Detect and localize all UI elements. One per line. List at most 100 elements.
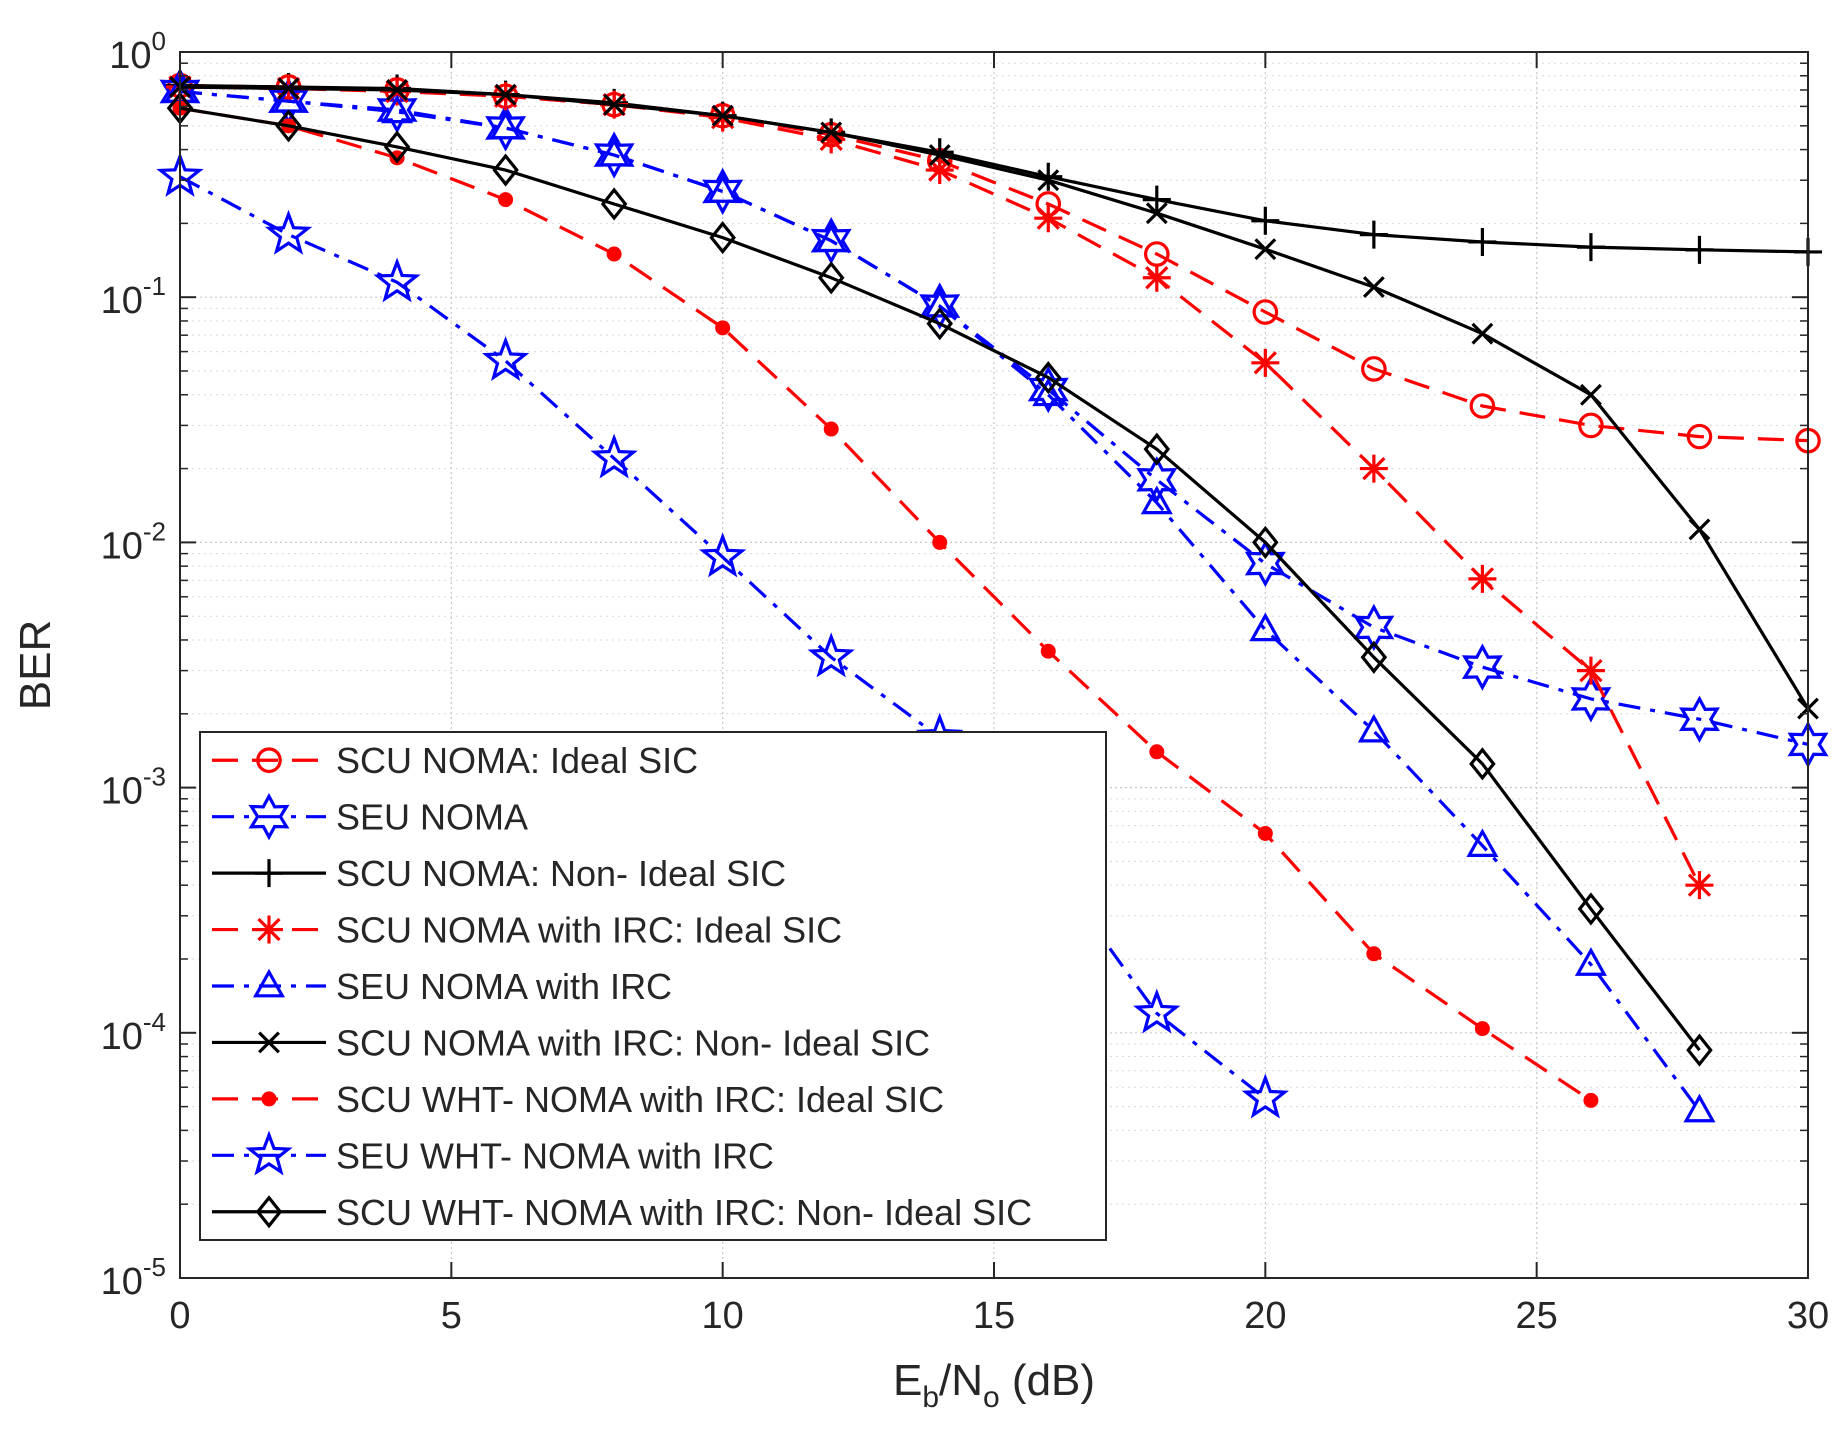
marker-hexagram: [248, 793, 290, 841]
marker-dot: [1366, 946, 1382, 962]
marker-diamond: [817, 261, 845, 295]
marker-plus: [1468, 227, 1497, 256]
x-tick-label: 10: [702, 1295, 744, 1337]
series-line: [179, 89, 1809, 746]
marker-x: [1688, 518, 1711, 541]
marker-dot: [1474, 1021, 1490, 1037]
marker-x: [1579, 383, 1602, 406]
marker-diamond: [1577, 892, 1605, 926]
marker-asterisk: [925, 156, 954, 185]
series-layer: [156, 67, 1829, 1123]
marker-hexagram: [1678, 695, 1720, 743]
x-tick-label: 15: [973, 1295, 1015, 1337]
marker-diamond: [1252, 525, 1279, 559]
marker-pentagram: [699, 532, 747, 578]
marker-hexagram: [810, 217, 852, 265]
legend-item: SEU NOMA with IRC: [212, 966, 672, 1007]
marker-diamond: [709, 221, 736, 255]
marker-x: [1471, 322, 1494, 345]
marker-hexagram: [1570, 675, 1612, 723]
marker-pentagram: [245, 1130, 293, 1176]
marker-x: [711, 104, 734, 127]
marker-diamond: [600, 187, 628, 221]
marker-pentagram: [807, 632, 855, 678]
marker-hexagram: [702, 167, 744, 216]
legend-label: SCU NOMA with IRC: Ideal SIC: [336, 910, 842, 951]
marker-x: [820, 121, 843, 144]
marker-hexagram: [485, 104, 527, 152]
series-line: [179, 106, 1592, 1102]
legend: SCU NOMA: Ideal SIC SEU NOMA SCU NOMA: Non…: [199, 731, 1107, 1241]
marker-dot: [261, 1091, 277, 1107]
marker-asterisk: [1359, 454, 1388, 483]
marker-pentagram: [1133, 988, 1181, 1034]
marker-pentagram: [1241, 1073, 1289, 1119]
marker-asterisk: [817, 125, 846, 154]
marker-diamond: [1469, 747, 1496, 781]
series-line: [179, 89, 1701, 1112]
marker-asterisk: [1251, 348, 1280, 377]
marker-circle: [1252, 299, 1279, 325]
marker-pentagram: [264, 209, 313, 255]
marker-plus: [1685, 235, 1714, 264]
series-9: [166, 91, 1713, 1067]
marker-triangle: [1249, 612, 1282, 642]
marker-diamond: [1035, 361, 1062, 395]
x-tick-label: 25: [1516, 1295, 1558, 1337]
marker-dot: [1040, 643, 1056, 659]
marker-plus: [255, 859, 283, 888]
legend-item: SCU NOMA with IRC: Ideal SIC: [212, 910, 842, 951]
marker-x: [1145, 202, 1168, 225]
legend-label: SCU WHT- NOMA with IRC: Ideal SIC: [336, 1079, 944, 1120]
marker-x: [603, 93, 626, 116]
marker-hexagram: [593, 131, 635, 179]
marker-dot: [606, 246, 622, 262]
x-tick-label: 5: [441, 1295, 462, 1337]
y-tick-exponent: -4: [143, 1007, 166, 1037]
legend-box: [199, 731, 1107, 1241]
marker-triangle: [489, 110, 522, 140]
marker-circle: [256, 747, 282, 774]
marker-x: [1037, 169, 1060, 192]
marker-pentagram: [481, 335, 530, 381]
series-line: [179, 106, 1701, 1052]
marker-pentagram: [590, 433, 638, 479]
marker-asterisk: [1468, 564, 1497, 593]
x-axis-label-sub: b: [922, 1381, 939, 1414]
marker-diamond: [492, 153, 519, 187]
marker-hexagram: [1027, 365, 1069, 414]
x-axis-label-mid: /N: [939, 1356, 983, 1405]
marker-dot: [1149, 744, 1165, 760]
marker-circle: [1469, 393, 1496, 419]
marker-triangle: [1140, 485, 1173, 515]
marker-diamond: [1360, 640, 1388, 674]
marker-triangle: [706, 174, 739, 203]
y-tick-exponent: -1: [143, 271, 166, 301]
y-tick-label: 10-2: [101, 516, 166, 567]
marker-asterisk: [1142, 263, 1171, 292]
marker-x: [1254, 238, 1277, 261]
marker-hexagram: [1136, 456, 1178, 504]
legend-item: SEU NOMA: [212, 793, 528, 841]
series-line: [179, 83, 1809, 443]
marker-x: [277, 77, 300, 100]
legend-item: SCU NOMA: Ideal SIC: [212, 740, 698, 781]
marker-hexagram: [1461, 643, 1503, 691]
x-axis-label-suffix: (dB): [1000, 1356, 1095, 1405]
marker-circle: [1686, 423, 1713, 450]
marker-hexagram: [1244, 539, 1286, 588]
marker-dot: [1257, 825, 1273, 841]
marker-asterisk: [1576, 656, 1605, 685]
marker-triangle: [1466, 828, 1499, 858]
legend-item: SCU WHT- NOMA with IRC: Ideal SIC: [212, 1079, 944, 1120]
legend-label: SCU NOMA: Ideal SIC: [336, 740, 698, 781]
legend-item: SCU NOMA with IRC: Non- Ideal SIC: [212, 1022, 930, 1063]
legend-item: SEU WHT- NOMA with IRC: [212, 1130, 774, 1176]
series-line: [179, 85, 1810, 710]
marker-x: [1362, 276, 1385, 298]
legend-label: SEU WHT- NOMA with IRC: [336, 1135, 774, 1176]
x-tick-label: 0: [169, 1295, 190, 1337]
y-tick-label: 10-1: [101, 271, 166, 322]
x-axis-label-sub: o: [983, 1381, 1000, 1414]
marker-asterisk: [1685, 871, 1714, 900]
